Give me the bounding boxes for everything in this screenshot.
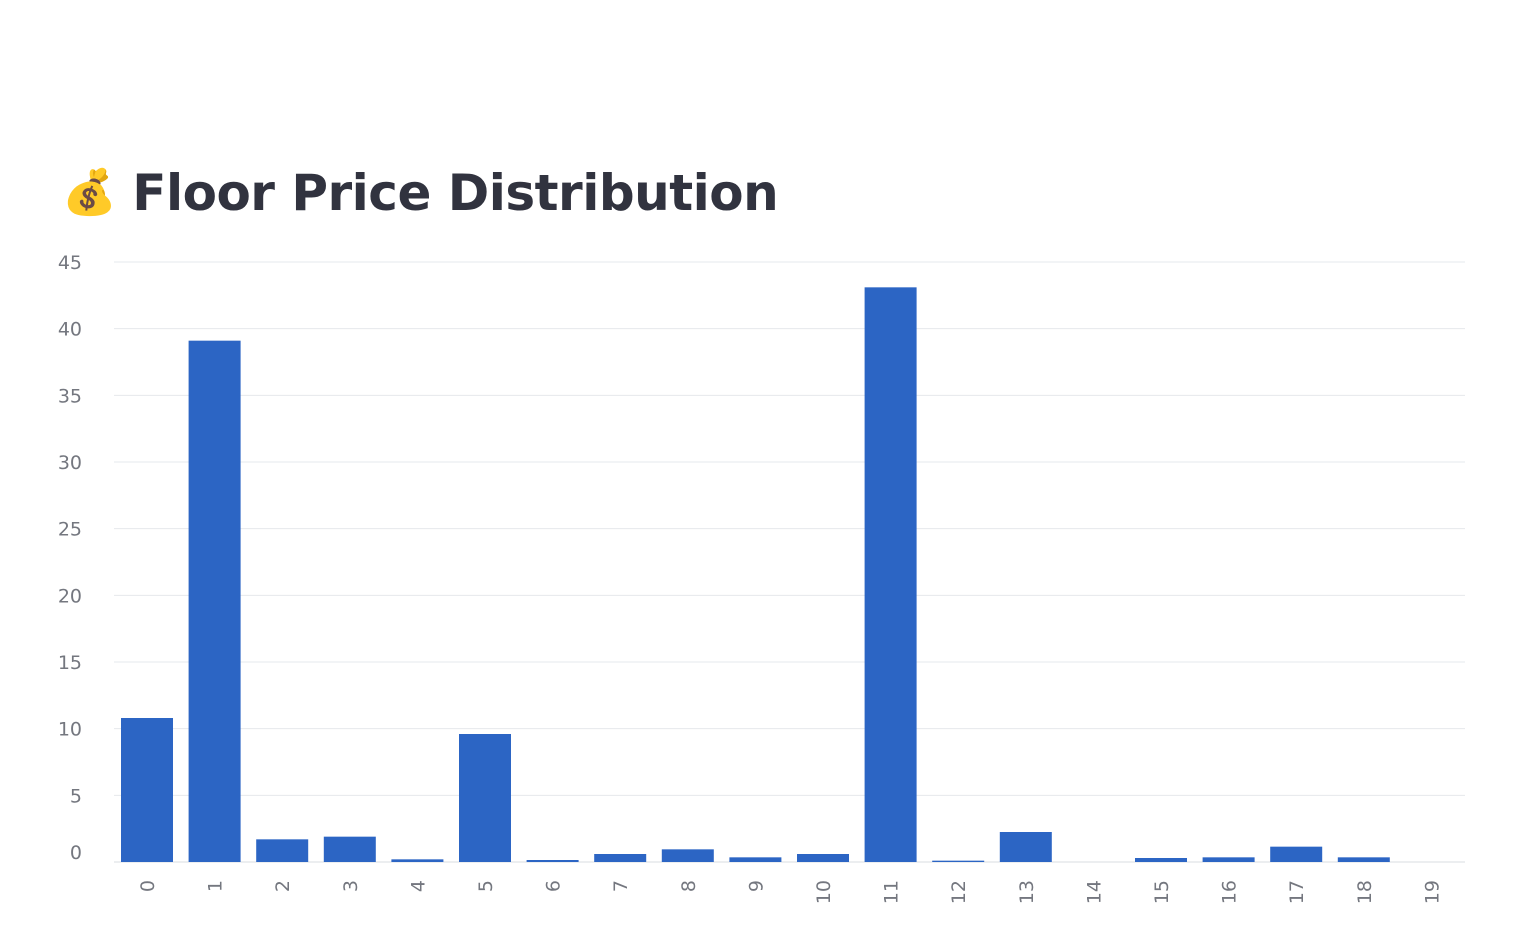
x-tick-label: 6 [543, 880, 565, 892]
page-title: 💰 Floor Price Distribution [62, 160, 779, 226]
y-tick-label: 0 [70, 842, 82, 864]
x-tick-label: 10 [813, 880, 835, 904]
y-tick-label: 35 [58, 385, 82, 407]
money-bag-icon: 💰 [62, 167, 117, 218]
bar-17[interactable] [1270, 846, 1323, 862]
y-tick-label: 20 [58, 585, 82, 607]
x-tick-label: 16 [1219, 880, 1241, 904]
bar-4[interactable] [391, 859, 444, 862]
bar-12[interactable] [932, 860, 985, 862]
bar-8[interactable] [661, 849, 714, 862]
bar-9[interactable] [729, 857, 782, 862]
x-tick-label: 1 [205, 880, 227, 892]
y-tick-label: 25 [58, 519, 82, 541]
bars [121, 287, 1390, 863]
x-tick-label: 19 [1421, 880, 1443, 904]
x-axis-ticks: 0 1 2 3 4 5 6 7 8 9 10 11 12 13 14 15 16 17 18 19 [137, 880, 1443, 904]
x-tick-label: 7 [610, 880, 632, 892]
x-tick-label: 8 [678, 880, 700, 892]
x-tick-label: 2 [272, 880, 294, 892]
bar-15[interactable] [1135, 858, 1187, 862]
bar-7[interactable] [594, 854, 647, 862]
x-tick-label: 11 [881, 880, 903, 904]
bar-13[interactable] [999, 832, 1052, 862]
bar-11[interactable] [864, 287, 917, 862]
x-tick-label: 13 [1016, 880, 1038, 904]
bar-1[interactable] [188, 340, 241, 863]
y-tick-label: 10 [58, 719, 82, 741]
x-tick-label: 5 [475, 880, 497, 892]
y-tick-label: 40 [58, 319, 82, 341]
bar-10[interactable] [797, 854, 849, 862]
bar-3[interactable] [323, 836, 376, 862]
bar-0[interactable] [121, 718, 173, 862]
bar-16[interactable] [1202, 857, 1255, 862]
y-tick-label: 5 [70, 785, 82, 807]
y-tick-label: 45 [58, 252, 82, 274]
x-tick-label: 9 [745, 880, 767, 892]
x-tick-label: 14 [1083, 880, 1105, 904]
grid-lines [114, 261, 1465, 863]
x-tick-label: 0 [137, 880, 159, 892]
bar-5[interactable] [459, 734, 511, 862]
x-tick-label: 17 [1286, 880, 1308, 904]
y-tick-label: 15 [58, 652, 82, 674]
y-tick-label: 30 [58, 452, 82, 474]
x-tick-label: 15 [1151, 880, 1173, 904]
bar-2[interactable] [256, 839, 309, 862]
x-tick-label: 18 [1354, 880, 1376, 904]
bar-18[interactable] [1337, 857, 1390, 862]
x-tick-label: 4 [407, 880, 429, 892]
bar-6[interactable] [526, 860, 579, 862]
y-axis-ticks: 0 5 10 15 20 25 30 35 40 45 [58, 252, 82, 864]
x-tick-label: 3 [340, 880, 362, 892]
x-tick-label: 12 [948, 880, 970, 904]
chart-title: Floor Price Distribution [132, 164, 779, 222]
